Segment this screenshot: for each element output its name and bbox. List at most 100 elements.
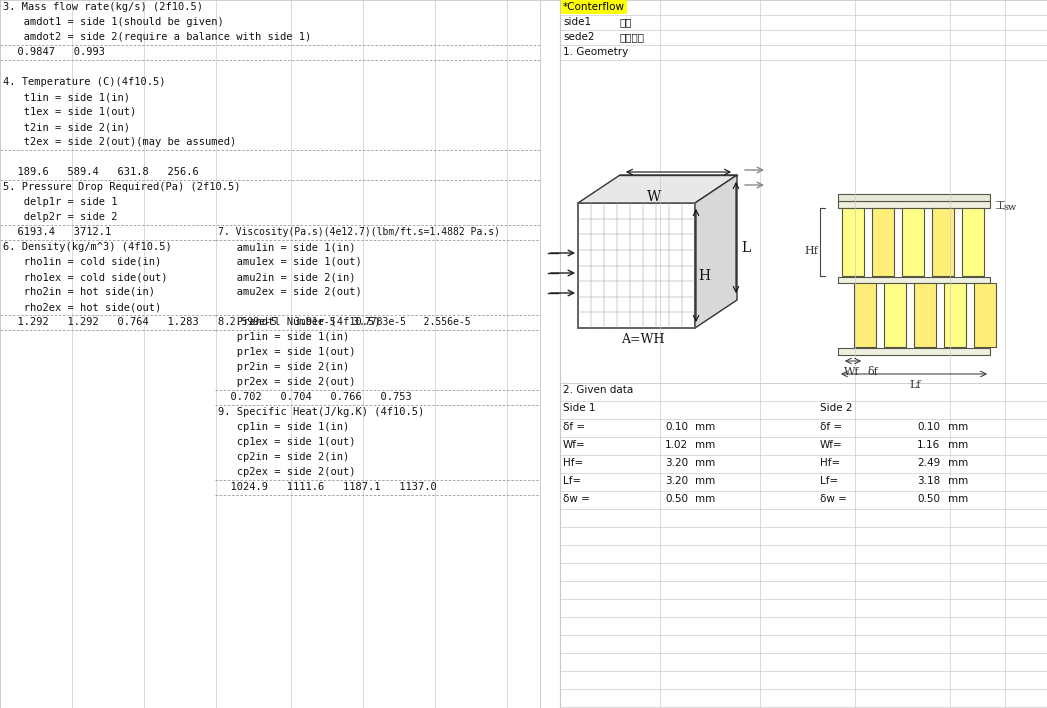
Bar [974, 283, 996, 347]
Text: δf =: δf = [820, 422, 842, 432]
Text: Lf=: Lf= [820, 476, 839, 486]
Text: cp2in = side 2(in): cp2in = side 2(in) [218, 452, 350, 462]
Text: pr2ex = side 2(out): pr2ex = side 2(out) [218, 377, 356, 387]
Text: cp1ex = side 1(out): cp1ex = side 1(out) [218, 437, 356, 447]
Text: 0.10: 0.10 [665, 422, 688, 432]
Text: 2. Given data: 2. Given data [563, 385, 633, 395]
Text: Lf=: Lf= [563, 476, 581, 486]
Text: 9. Specific Heat(J/kg.K) (4f10.5): 9. Specific Heat(J/kg.K) (4f10.5) [218, 407, 424, 417]
Text: Wf: Wf [844, 367, 860, 377]
Text: 189.6   589.4   631.8   256.6: 189.6 589.4 631.8 256.6 [5, 167, 199, 177]
Text: rho1in = cold side(in): rho1in = cold side(in) [5, 257, 161, 267]
Text: rho2in = hot side(in): rho2in = hot side(in) [5, 287, 155, 297]
Bar [842, 208, 864, 276]
Text: δf: δf [868, 367, 878, 377]
Text: δw =: δw = [563, 494, 589, 504]
Text: H: H [698, 270, 710, 283]
Bar [854, 283, 876, 347]
Text: mm: mm [948, 458, 968, 468]
Text: δf =: δf = [563, 422, 585, 432]
Text: W: W [647, 190, 661, 204]
Text: cp1in = side 1(in): cp1in = side 1(in) [218, 422, 350, 432]
Text: sede2: sede2 [563, 32, 595, 42]
Text: mm: mm [948, 422, 968, 432]
Text: amu2ex = side 2(out): amu2ex = side 2(out) [218, 287, 362, 297]
Bar [944, 283, 966, 347]
Polygon shape [578, 175, 737, 203]
Text: 1.16: 1.16 [917, 440, 940, 450]
Bar [872, 208, 894, 276]
Text: 0.10: 0.10 [917, 422, 940, 432]
Text: 0.9847   0.993: 0.9847 0.993 [5, 47, 105, 57]
Text: Hf=: Hf= [820, 458, 841, 468]
Bar [884, 283, 906, 347]
Text: Side 2: Side 2 [820, 403, 852, 413]
Text: A=WH: A=WH [622, 333, 665, 346]
Text: sw: sw [1004, 203, 1018, 212]
Bar [838, 277, 990, 283]
Text: 1.292   1.292   0.764   1.283: 1.292 1.292 0.764 1.283 [5, 317, 199, 327]
Text: 1.02: 1.02 [665, 440, 688, 450]
Text: mm: mm [695, 476, 715, 486]
Text: mm: mm [948, 476, 968, 486]
Text: t1in = side 1(in): t1in = side 1(in) [5, 92, 130, 102]
Text: 1024.9   1111.6   1187.1   1137.0: 1024.9 1111.6 1187.1 1137.0 [218, 482, 437, 492]
Bar [838, 201, 990, 208]
Text: rho1ex = cold side(out): rho1ex = cold side(out) [5, 272, 168, 282]
Text: Hf: Hf [804, 246, 818, 256]
Text: mm: mm [695, 440, 715, 450]
Text: 연소가스: 연소가스 [620, 32, 645, 42]
Text: amu1in = side 1(in): amu1in = side 1(in) [218, 242, 356, 252]
Text: mm: mm [695, 458, 715, 468]
Text: delp2r = side 2: delp2r = side 2 [5, 212, 117, 222]
Text: Side 1: Side 1 [563, 403, 596, 413]
Text: 3.18: 3.18 [917, 476, 940, 486]
Text: Hf=: Hf= [563, 458, 583, 468]
Text: 3.20: 3.20 [665, 458, 688, 468]
Text: amdot2 = side 2(require a balance with side 1): amdot2 = side 2(require a balance with s… [5, 32, 311, 42]
Text: pr1ex = side 1(out): pr1ex = side 1(out) [218, 347, 356, 357]
Text: 공기: 공기 [620, 17, 632, 27]
Text: side1: side1 [563, 17, 592, 27]
Text: 0.50: 0.50 [917, 494, 940, 504]
Bar [838, 194, 990, 201]
Text: 2.49: 2.49 [917, 458, 940, 468]
Text: Wf=: Wf= [563, 440, 585, 450]
Text: mm: mm [695, 494, 715, 504]
Text: mm: mm [948, 440, 968, 450]
Text: 5. Pressure Drop Required(Pa) (2f10.5): 5. Pressure Drop Required(Pa) (2f10.5) [3, 182, 241, 192]
Text: 7. Viscosity(Pa.s)(4e12.7)(lbm/ft.s=1.4882 Pa.s): 7. Viscosity(Pa.s)(4e12.7)(lbm/ft.s=1.48… [218, 227, 500, 237]
Text: 4. Temperature (C)(4f10.5): 4. Temperature (C)(4f10.5) [3, 77, 165, 87]
Text: mm: mm [695, 422, 715, 432]
Text: 0.50: 0.50 [665, 494, 688, 504]
Text: cp2ex = side 2(out): cp2ex = side 2(out) [218, 467, 356, 477]
Bar [903, 208, 925, 276]
Text: amdot1 = side 1(should be given): amdot1 = side 1(should be given) [5, 17, 224, 27]
Text: *Conterflow: *Conterflow [563, 2, 625, 12]
Text: 3. Mass flow rate(kg/s) (2f10.5): 3. Mass flow rate(kg/s) (2f10.5) [3, 2, 203, 12]
Text: 6. Density(kg/m^3) (4f10.5): 6. Density(kg/m^3) (4f10.5) [3, 242, 172, 252]
Bar [962, 208, 984, 276]
Text: L: L [741, 241, 751, 256]
Bar [838, 348, 990, 355]
Text: amu2in = side 2(in): amu2in = side 2(in) [218, 272, 356, 282]
Bar [932, 208, 954, 276]
Text: 2.599e-5   3.91e-5   3.7783e-5   2.556e-5: 2.599e-5 3.91e-5 3.7783e-5 2.556e-5 [218, 317, 470, 327]
Text: mm: mm [948, 494, 968, 504]
Text: t2ex = side 2(out)(may be assumed): t2ex = side 2(out)(may be assumed) [5, 137, 237, 147]
Text: pr2in = side 2(in): pr2in = side 2(in) [218, 362, 350, 372]
Text: t2in = side 2(in): t2in = side 2(in) [5, 122, 130, 132]
Text: delp1r = side 1: delp1r = side 1 [5, 197, 117, 207]
Polygon shape [695, 175, 737, 328]
Text: δw =: δw = [820, 494, 847, 504]
Text: Lf: Lf [909, 380, 920, 390]
Text: Wf=: Wf= [820, 440, 843, 450]
Text: t1ex = side 1(out): t1ex = side 1(out) [5, 107, 136, 117]
Text: pr1in = side 1(in): pr1in = side 1(in) [218, 332, 350, 342]
Text: amu1ex = side 1(out): amu1ex = side 1(out) [218, 257, 362, 267]
Text: rho2ex = hot side(out): rho2ex = hot side(out) [5, 302, 161, 312]
Text: 3.20: 3.20 [665, 476, 688, 486]
Text: 8. Prandtl Number (4f10.5): 8. Prandtl Number (4f10.5) [218, 317, 380, 327]
Text: 1. Geometry: 1. Geometry [563, 47, 628, 57]
Text: 0.702   0.704   0.766   0.753: 0.702 0.704 0.766 0.753 [218, 392, 411, 402]
